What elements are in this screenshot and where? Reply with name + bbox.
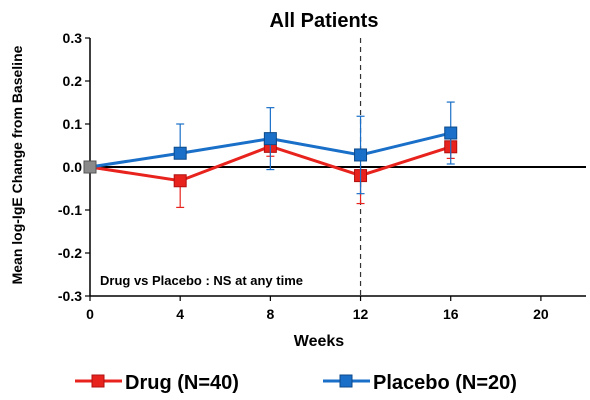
legend-item-drug: Drug (N=40) [75, 372, 239, 394]
x-tick-label: 16 [443, 306, 459, 322]
x-axis-label: Weeks [294, 333, 345, 350]
placebo-marker [83, 160, 97, 174]
legend-drug-label: Drug (N=40) [125, 372, 239, 394]
placebo-marker [263, 132, 277, 146]
x-tick-label: 4 [176, 306, 184, 322]
x-tick-label: 0 [86, 306, 94, 322]
legend-item-placebo: Placebo (N=20) [323, 372, 517, 394]
annotation: Drug vs Placebo : NS at any time [100, 273, 303, 288]
y-tick-label: 0.0 [63, 159, 83, 175]
y-tick-label: 0.2 [63, 73, 83, 89]
legend: Drug (N=40) Placebo (N=20) [75, 372, 517, 394]
y-tick-label: -0.3 [58, 288, 82, 304]
placebo-marker [173, 146, 187, 160]
placebo-marker [354, 148, 368, 162]
x-tick-label: 12 [353, 306, 369, 322]
placebo-marker [444, 126, 458, 140]
y-axis-label: Mean log-IgE Change from Baseline [9, 45, 25, 284]
legend-placebo-label: Placebo (N=20) [373, 372, 517, 394]
y-tick-label: -0.2 [58, 245, 82, 261]
plot-area: 0.3 0.2 0.1 0.0 -0.1 -0.2 -0.30 4 8 12 16 20 [58, 30, 586, 322]
chart-title: All Patients [270, 10, 379, 32]
x-tick-label: 20 [533, 306, 549, 322]
y-tick-label: 0.3 [63, 30, 83, 46]
drug-marker [173, 174, 187, 188]
legend-placebo-marker [339, 374, 353, 388]
legend-drug-marker [91, 374, 105, 388]
y-tick-label: -0.1 [58, 202, 82, 218]
y-tick-label: 0.1 [63, 116, 83, 132]
x-tick-label: 8 [266, 306, 274, 322]
